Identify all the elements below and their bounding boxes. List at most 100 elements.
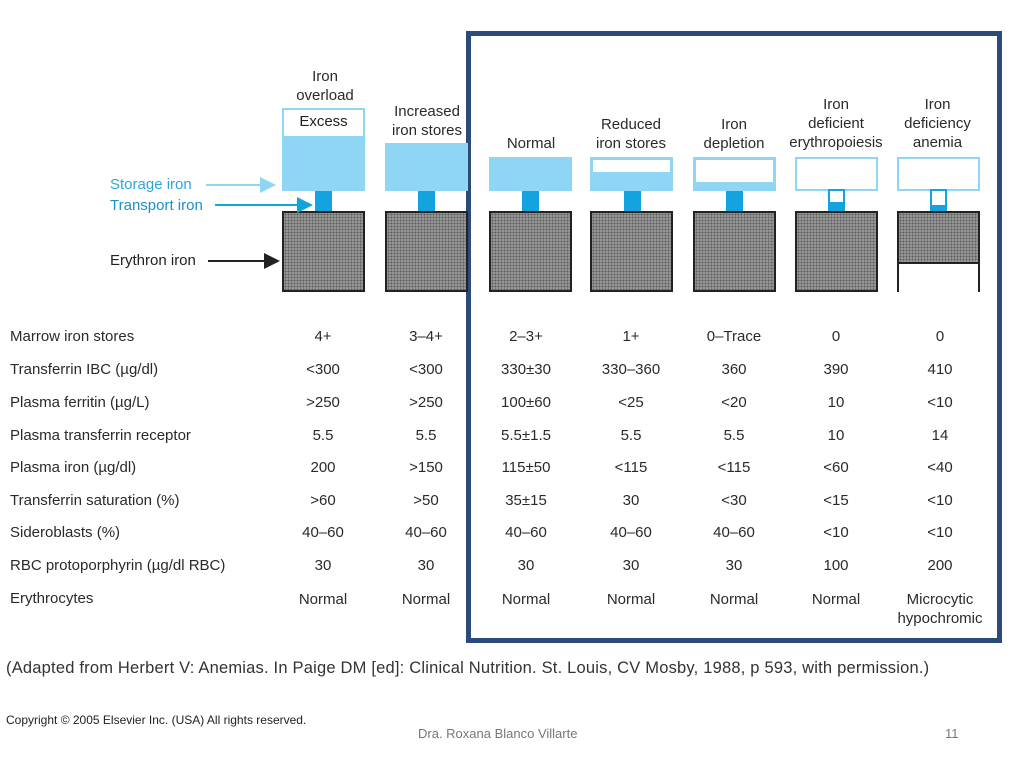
stage-heading: Iron overload	[296, 68, 354, 104]
row-label: Plasma ferritin (µg/L)	[10, 394, 150, 411]
table-cell: 5.5	[620, 427, 642, 444]
stage-heading: Iron deficient erythropoiesis	[789, 96, 883, 151]
table-cell: 330±30	[501, 361, 551, 378]
table-cell: 5.5	[415, 427, 437, 444]
table-cell: 5.5±1.5	[501, 427, 551, 444]
table-cell: <25	[618, 394, 644, 411]
row-label: Plasma transferrin receptor	[10, 427, 191, 444]
table-cell: 200	[927, 557, 953, 574]
erythron-iron-deficit	[899, 262, 978, 292]
table-cell: 410	[927, 361, 953, 378]
table-cell: <300	[409, 361, 443, 378]
table-cell: 40–60	[505, 524, 547, 541]
stage-heading: Increased iron stores	[391, 103, 463, 139]
table-cell: 30	[314, 557, 332, 574]
table-cell: 40–60	[302, 524, 344, 541]
table-cell: 40–60	[713, 524, 755, 541]
table-cell: 200	[310, 459, 336, 476]
table-cell: 30	[622, 557, 640, 574]
row-label: Transferrin saturation (%)	[10, 492, 180, 509]
table-cell: <10	[823, 524, 849, 541]
table-cell: 360	[721, 361, 747, 378]
table-cell: 0	[935, 328, 945, 345]
stage-heading: Iron depletion	[703, 116, 765, 152]
copyright: Copyright © 2005 Elsevier Inc. (USA) All…	[6, 713, 307, 727]
table-cell: 100	[823, 557, 849, 574]
table-cell: >250	[306, 394, 340, 411]
table-cell: Normal	[401, 591, 451, 608]
row-label: RBC protoporphyrin (µg/dl RBC)	[10, 557, 226, 574]
table-cell: <115	[717, 459, 751, 476]
table-cell: 40–60	[610, 524, 652, 541]
row-label: Sideroblasts (%)	[10, 524, 121, 541]
table-cell: <10	[927, 394, 953, 411]
table-cell: <20	[721, 394, 747, 411]
erythron-iron-box	[489, 211, 572, 292]
transport-iron-box	[315, 191, 332, 211]
storage-iron-box	[385, 143, 468, 191]
erythron-iron-label: Erythron iron	[110, 252, 196, 269]
table-cell: 30	[622, 492, 640, 509]
table-cell: <15	[823, 492, 849, 509]
table-cell: <40	[927, 459, 953, 476]
citation: (Adapted from Herbert V: Anemias. In Pai…	[6, 659, 930, 677]
row-label: Erythrocytes	[10, 590, 94, 607]
storage-iron-empty	[593, 160, 670, 172]
table-cell: 330–360	[601, 361, 661, 378]
stage-heading: Reduced iron stores	[595, 116, 667, 152]
table-cell: >250	[409, 394, 443, 411]
table-cell: Normal	[298, 591, 348, 608]
table-cell: 5.5	[312, 427, 334, 444]
table-cell: <300	[306, 361, 340, 378]
table-cell: <10	[927, 492, 953, 509]
table-cell: 390	[823, 361, 849, 378]
table-cell: 35±15	[505, 492, 547, 509]
table-cell: Normal	[811, 591, 861, 608]
table-cell: Normal	[606, 591, 656, 608]
table-cell: >150	[409, 459, 443, 476]
table-cell: 30	[725, 557, 743, 574]
highlight-frame	[466, 31, 1002, 643]
table-cell: 100±60	[501, 394, 551, 411]
table-cell: 30	[517, 557, 535, 574]
table-cell: >60	[310, 492, 336, 509]
storage-iron-box	[897, 157, 980, 191]
stage-heading: Normal	[506, 135, 556, 152]
table-cell: 115±50	[501, 459, 551, 476]
erythron-iron-box	[385, 211, 468, 292]
transport-iron-level	[828, 202, 845, 211]
table-cell: Normal	[501, 591, 551, 608]
table-cell: 0	[831, 328, 841, 345]
table-cell: 10	[827, 427, 845, 444]
erythron-iron-box	[282, 211, 365, 292]
erythron-iron-box	[590, 211, 673, 292]
table-cell: 5.5	[723, 427, 745, 444]
row-label: Transferrin IBC (µg/dl)	[10, 361, 159, 378]
erythron-iron-box	[795, 211, 878, 292]
footer-author: Dra. Roxana Blanco Villarte	[418, 726, 578, 741]
table-cell: Normal	[709, 591, 759, 608]
transport-iron-box	[624, 191, 641, 211]
table-cell: >50	[413, 492, 439, 509]
table-cell: 14	[931, 427, 949, 444]
table-cell: <115	[614, 459, 648, 476]
table-cell: 4+	[314, 328, 332, 345]
storage-iron-label: Storage iron	[110, 176, 192, 193]
storage-iron-box	[489, 157, 572, 191]
table-cell: <10	[927, 524, 953, 541]
table-cell: <30	[721, 492, 747, 509]
table-cell: 0–Trace	[706, 328, 762, 345]
table-cell: 10	[827, 394, 845, 411]
transport-iron-box	[522, 191, 539, 211]
transport-iron-level	[930, 205, 947, 211]
stage-heading: Iron deficiency anemia	[904, 96, 971, 151]
erythron-iron-box	[693, 211, 776, 292]
table-cell: 2–3+	[509, 328, 543, 345]
page-number: 11	[945, 726, 959, 741]
storage-iron-empty	[696, 160, 773, 182]
table-cell: 1+	[622, 328, 640, 345]
table-cell: 3–4+	[409, 328, 443, 345]
row-label: Plasma iron (µg/dl)	[10, 459, 137, 476]
table-cell: 40–60	[405, 524, 447, 541]
